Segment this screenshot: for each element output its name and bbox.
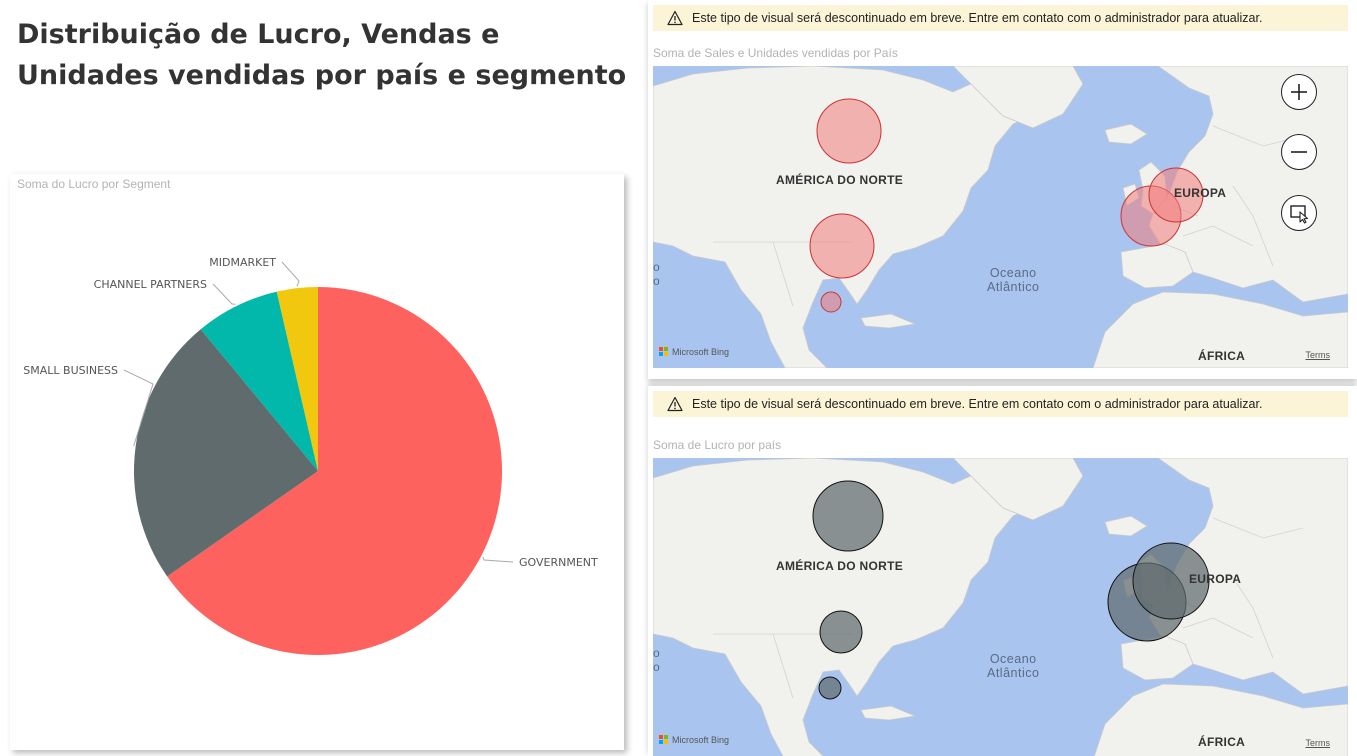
region-label-north-america: AMÉRICA DO NORTE: [776, 173, 904, 187]
pie-slice-government[interactable]: [167, 287, 502, 655]
page-title: Distribuição de Lucro, Vendas e Unidades…: [17, 19, 627, 91]
warning-icon: [667, 10, 683, 26]
pie-label-small-business: SMALL BUSINESS: [23, 364, 118, 377]
map-bubble[interactable]: [1148, 167, 1204, 223]
terms-link[interactable]: Terms: [1305, 350, 1331, 360]
map-bubble[interactable]: [812, 480, 884, 552]
bing-attribution: Microsoft Bing: [659, 735, 729, 745]
map-bubbles: [809, 98, 1204, 313]
map-landmass: [1120, 243, 1194, 289]
pie-slice-midmarket[interactable]: [276, 287, 318, 471]
edge-label-line2: o: [653, 274, 660, 288]
edge-label-line2: o: [653, 660, 660, 674]
map-landmass: [653, 458, 1054, 756]
bing-attribution: Microsoft Bing: [659, 347, 729, 357]
map-border: [1212, 517, 1304, 539]
select-region-button[interactable]: [1281, 195, 1317, 231]
map-bubbles: [812, 480, 1210, 700]
map-landmass: [1093, 683, 1348, 756]
pie-label-channel-partners: CHANNEL PARTNERS: [94, 278, 207, 291]
map-landmass: [860, 313, 917, 329]
warning-icon: [667, 396, 683, 412]
microsoft-logo-icon: [659, 347, 669, 357]
zoom-in-button[interactable]: [1281, 74, 1317, 110]
region-label-europe: EUROPA: [1189, 572, 1242, 586]
warning-text: Este tipo de visual será descontinuado e…: [692, 397, 1263, 411]
map-title: Soma de Lucro por país: [653, 438, 782, 452]
edge-label: o o: [653, 646, 660, 674]
terms-link[interactable]: Terms: [1305, 738, 1331, 748]
deprecation-warning: Este tipo de visual será descontinuado e…: [653, 391, 1348, 417]
region-label-africa: ÁFRICA: [1198, 349, 1246, 363]
map-bubble[interactable]: [819, 610, 863, 654]
ocean-label: Oceano Atlântico: [987, 266, 1039, 294]
ocean-label-line1: Oceano: [989, 266, 1037, 280]
map-bubble[interactable]: [1132, 542, 1210, 620]
map-landmass: [1092, 291, 1348, 368]
map-border: [1182, 225, 1254, 247]
ocean-label-line2: Atlântico: [987, 666, 1040, 680]
edge-label-line1: o: [653, 646, 660, 660]
map-title: Soma de Sales e Unidades vendidas por Pa…: [653, 46, 898, 60]
map-area[interactable]: AMÉRICA DO NORTE EUROPA ÁFRICA Oceano At…: [653, 66, 1348, 368]
pie-chart[interactable]: GOVERNMENT SMALL BUSINESS CHANNEL PARTNERS…: [10, 174, 624, 750]
region-label-europe: EUROPA: [1174, 186, 1227, 200]
deprecation-warning: Este tipo de visual será descontinuado e…: [653, 5, 1348, 31]
map-landmass: [1120, 635, 1194, 681]
warning-text: Este tipo de visual será descontinuado e…: [692, 11, 1263, 25]
zoom-out-icon: [1291, 151, 1307, 153]
map-landmass: [1104, 515, 1148, 537]
map-border: [772, 241, 794, 307]
map-border: [1182, 617, 1254, 639]
map-landmass: [860, 705, 917, 721]
pie-label-midmarket: MIDMARKET: [209, 256, 276, 269]
map-border: [1232, 577, 1274, 659]
map-border: [1232, 185, 1274, 267]
zoom-in-icon: [1291, 84, 1307, 100]
bing-attribution-text: Microsoft Bing: [672, 347, 730, 357]
edge-label-line1: o: [653, 260, 660, 274]
pie-leader-line: [212, 283, 236, 305]
ocean-label-line1: Oceano: [989, 652, 1037, 666]
sales-map-card[interactable]: Este tipo de visual será descontinuado e…: [648, 0, 1357, 379]
edge-label: o o: [653, 260, 660, 288]
zoom-out-button[interactable]: [1281, 134, 1317, 170]
region-label-africa: ÁFRICA: [1198, 735, 1246, 749]
map-border: [772, 633, 794, 699]
map-landmass: [1104, 123, 1148, 145]
ocean-label-line2: Atlântico: [987, 280, 1040, 294]
pie-slice-small-business[interactable]: [134, 329, 318, 577]
pie-chart-title: Soma do Lucro por Segment: [17, 177, 171, 191]
bing-attribution-text: Microsoft Bing: [672, 735, 730, 745]
profit-map-card[interactable]: Este tipo de visual será descontinuado e…: [648, 386, 1357, 756]
map-area[interactable]: AMÉRICA DO NORTE EUROPA ÁFRICA Oceano At…: [653, 458, 1348, 756]
pie-chart-card[interactable]: Soma do Lucro por Segment GOVERNMENT SMAL…: [10, 174, 624, 750]
map-landmass: [952, 66, 1084, 129]
map-bubble[interactable]: [818, 676, 842, 700]
pie-leader-line: [482, 556, 514, 563]
microsoft-logo-icon: [659, 735, 669, 745]
ocean-label: Oceano Atlântico: [987, 652, 1039, 680]
pie-label-government: GOVERNMENT: [519, 556, 598, 569]
pie-leader-line: [123, 369, 154, 447]
map-landmass: [952, 458, 1084, 521]
pie-slice-channel-partners[interactable]: [200, 291, 318, 471]
map-bubble[interactable]: [816, 98, 882, 164]
region-label-north-america: AMÉRICA DO NORTE: [776, 559, 904, 573]
pie-leader-line: [281, 261, 300, 287]
map-bubble[interactable]: [820, 291, 842, 313]
map-bubble[interactable]: [809, 213, 875, 279]
select-region-icon: [1290, 205, 1309, 224]
